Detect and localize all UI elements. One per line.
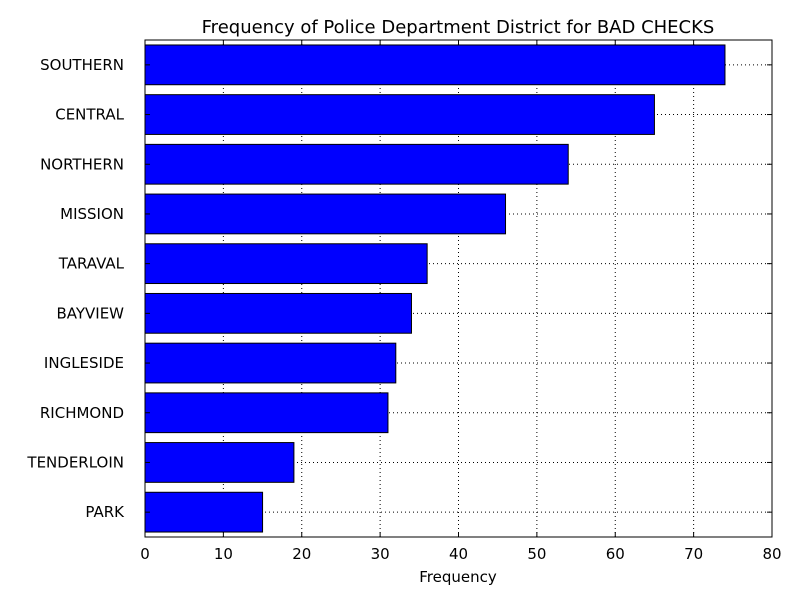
x-tick-label: 40 [449,545,468,563]
x-tick-label: 30 [371,545,390,563]
y-tick-label: MISSION [60,205,124,223]
y-tick-label: SOUTHERN [40,56,124,74]
axis-ticks [144,40,773,537]
x-axis-tick-labels: 0 10 20 30 40 50 60 70 80 [140,545,781,563]
bar-ingleside [144,342,397,384]
y-axis-tick-labels: SOUTHERN CENTRAL NORTHERN MISSION TARAVAL BAY… [26,56,125,521]
bar-tenderloin [144,442,295,483]
x-tick-label: 50 [527,545,546,563]
bar-southern [144,44,726,86]
bars [144,44,726,533]
x-tick-label: 60 [606,545,625,563]
bar-bayview [144,292,412,334]
x-tick-label: 70 [684,545,703,563]
bar-central [144,94,655,135]
x-tick-label: 20 [292,545,311,563]
y-tick-label: INGLESIDE [44,354,124,372]
chart-title: Frequency of Police Department District … [202,17,715,38]
x-tick-label: 0 [140,545,150,563]
y-tick-label: TARAVAL [58,255,125,273]
x-tick-label: 10 [214,545,233,563]
bar-northern [144,143,569,185]
y-tick-label: PARK [85,503,125,521]
bar-richmond [144,392,389,434]
y-tick-label: BAYVIEW [56,304,124,322]
x-axis-label: Frequency [419,568,497,586]
x-tick-label: 80 [762,545,781,563]
y-tick-label: TENDERLOIN [26,453,124,471]
y-tick-label: NORTHERN [40,155,124,173]
bar-mission [144,193,507,235]
y-tick-label: CENTRAL [55,106,124,124]
bar-park [144,491,264,533]
bar-taraval [144,243,428,285]
y-tick-label: RICHMOND [40,404,124,422]
